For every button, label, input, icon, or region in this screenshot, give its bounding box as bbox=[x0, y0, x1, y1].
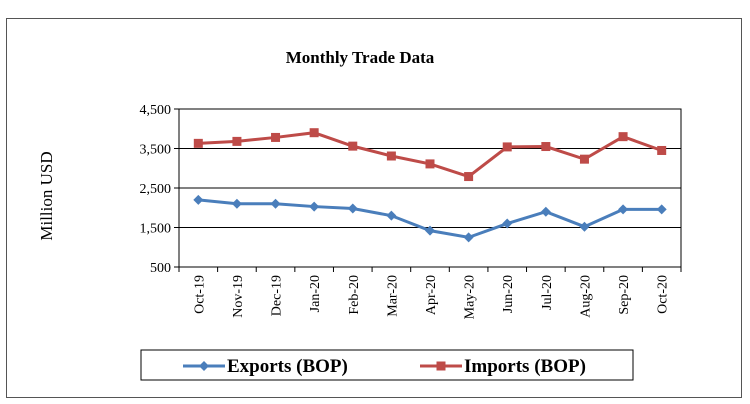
y-tick-label: 3,500 bbox=[140, 143, 172, 158]
x-tick-label: Nov-19 bbox=[231, 275, 246, 318]
series-lines bbox=[193, 128, 667, 243]
series-line-imports bbox=[198, 131, 663, 179]
exports-point bbox=[463, 232, 474, 243]
exports-point bbox=[309, 201, 320, 212]
plot-area bbox=[178, 108, 682, 268]
chart-frame bbox=[6, 18, 742, 398]
exports-point bbox=[579, 221, 590, 232]
chart-title: Monthly Trade Data bbox=[286, 48, 435, 67]
x-tick-label: Dec-19 bbox=[270, 275, 285, 316]
x-tick-label: Jul-20 bbox=[540, 275, 555, 310]
imports-point bbox=[386, 151, 396, 161]
y-axis-label: Million USD bbox=[37, 151, 56, 240]
imports-point bbox=[348, 141, 358, 151]
x-tick-label: Oct-19 bbox=[192, 275, 207, 314]
exports-point bbox=[270, 198, 281, 209]
legend: Exports (BOP) Imports (BOP) bbox=[140, 349, 634, 381]
legend-marker-imports bbox=[436, 361, 446, 371]
y-tick-label: 4,500 bbox=[140, 103, 172, 118]
exports-point bbox=[231, 198, 242, 209]
x-tick-labels: Oct-19 Nov-19 Dec-19 Jan-20 Feb-20 Mar-20 Apr-… bbox=[192, 275, 670, 319]
exports-point bbox=[347, 203, 358, 214]
x-tick-label: May-20 bbox=[463, 275, 478, 319]
x-tick-label: Feb-20 bbox=[347, 275, 362, 315]
imports-point bbox=[193, 138, 203, 148]
imports-point bbox=[618, 132, 628, 142]
x-tick-label: Oct-20 bbox=[656, 275, 671, 314]
axes bbox=[174, 108, 682, 272]
exports-point bbox=[386, 210, 397, 221]
x-tick-label: Jan-20 bbox=[308, 275, 323, 312]
legend-label-exports: Exports (BOP) bbox=[227, 356, 348, 377]
exports-point bbox=[502, 218, 513, 229]
imports-point bbox=[657, 145, 667, 155]
exports-point bbox=[656, 204, 667, 215]
exports-point bbox=[540, 206, 551, 217]
y-tick-labels: 4,500 3,500 2,500 1,500 500 bbox=[140, 103, 172, 276]
x-tick-label: Aug-20 bbox=[578, 275, 593, 318]
imports-point bbox=[579, 154, 589, 164]
y-tick-label: 500 bbox=[150, 261, 171, 276]
imports-point bbox=[502, 142, 512, 152]
x-tick-label: Apr-20 bbox=[424, 275, 439, 315]
exports-point bbox=[425, 225, 435, 236]
y-tick-label: 1,500 bbox=[140, 222, 172, 237]
imports-point bbox=[271, 132, 281, 142]
imports-point bbox=[464, 172, 474, 182]
imports-point bbox=[541, 142, 551, 152]
legend-marker-exports bbox=[199, 361, 209, 371]
imports-point bbox=[309, 128, 319, 138]
imports-point bbox=[425, 159, 435, 169]
grid-lines bbox=[179, 108, 681, 268]
x-tick-label: Jun-20 bbox=[501, 275, 516, 313]
imports-point bbox=[232, 136, 242, 146]
x-tick-label: Mar-20 bbox=[385, 275, 400, 317]
legend-label-imports: Imports (BOP) bbox=[464, 356, 586, 377]
x-tick-label: Sep-20 bbox=[617, 275, 632, 315]
exports-point bbox=[193, 194, 204, 205]
y-tick-label: 2,500 bbox=[140, 182, 172, 197]
exports-point bbox=[618, 204, 629, 215]
